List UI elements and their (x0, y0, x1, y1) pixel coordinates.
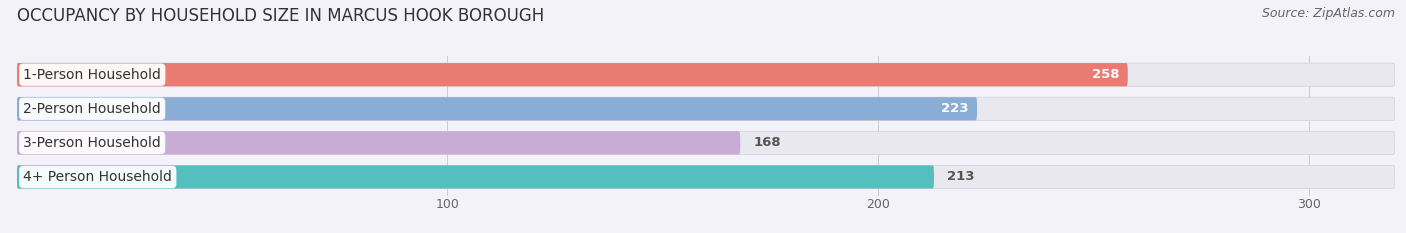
Text: 1-Person Household: 1-Person Household (24, 68, 162, 82)
Text: 213: 213 (946, 171, 974, 183)
FancyBboxPatch shape (17, 131, 740, 154)
Text: OCCUPANCY BY HOUSEHOLD SIZE IN MARCUS HOOK BOROUGH: OCCUPANCY BY HOUSEHOLD SIZE IN MARCUS HO… (17, 7, 544, 25)
FancyBboxPatch shape (17, 63, 1395, 86)
FancyBboxPatch shape (17, 63, 1128, 86)
Text: 2-Person Household: 2-Person Household (24, 102, 162, 116)
Text: 168: 168 (754, 136, 780, 149)
FancyBboxPatch shape (17, 97, 1395, 120)
FancyBboxPatch shape (17, 165, 934, 188)
FancyBboxPatch shape (17, 131, 1395, 154)
FancyBboxPatch shape (17, 165, 1395, 188)
Text: 258: 258 (1091, 68, 1119, 81)
Text: 223: 223 (941, 102, 969, 115)
Text: 3-Person Household: 3-Person Household (24, 136, 162, 150)
Text: 4+ Person Household: 4+ Person Household (24, 170, 172, 184)
Text: Source: ZipAtlas.com: Source: ZipAtlas.com (1261, 7, 1395, 20)
FancyBboxPatch shape (17, 97, 977, 120)
